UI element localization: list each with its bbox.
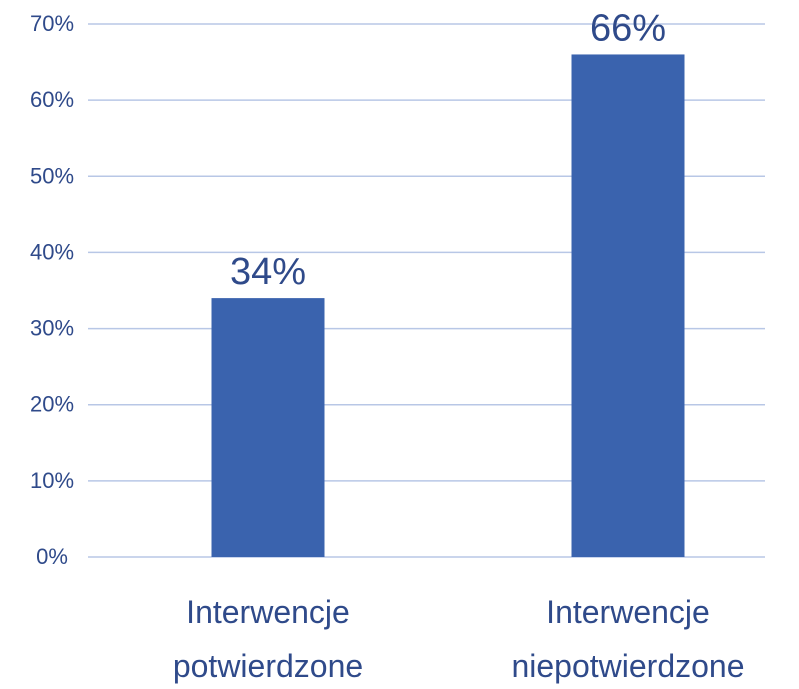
data-label: 66% — [590, 7, 666, 49]
y-tick-label: 50% — [30, 163, 74, 188]
x-category-label: Interwencje — [546, 594, 710, 630]
y-tick-label: 70% — [30, 11, 74, 36]
bar — [571, 54, 685, 557]
y-tick-label: 40% — [30, 239, 74, 264]
bar — [211, 298, 325, 557]
x-category-label: Interwencje — [186, 594, 350, 630]
y-tick-label: 0% — [36, 544, 68, 569]
y-tick-label: 20% — [30, 392, 74, 417]
x-category-label: potwierdzone — [173, 648, 363, 684]
y-tick-label: 60% — [30, 87, 74, 112]
x-category-label: niepotwierdzone — [511, 648, 744, 684]
y-tick-label: 10% — [30, 468, 74, 493]
y-tick-label: 30% — [30, 316, 74, 341]
data-label: 34% — [230, 251, 306, 293]
